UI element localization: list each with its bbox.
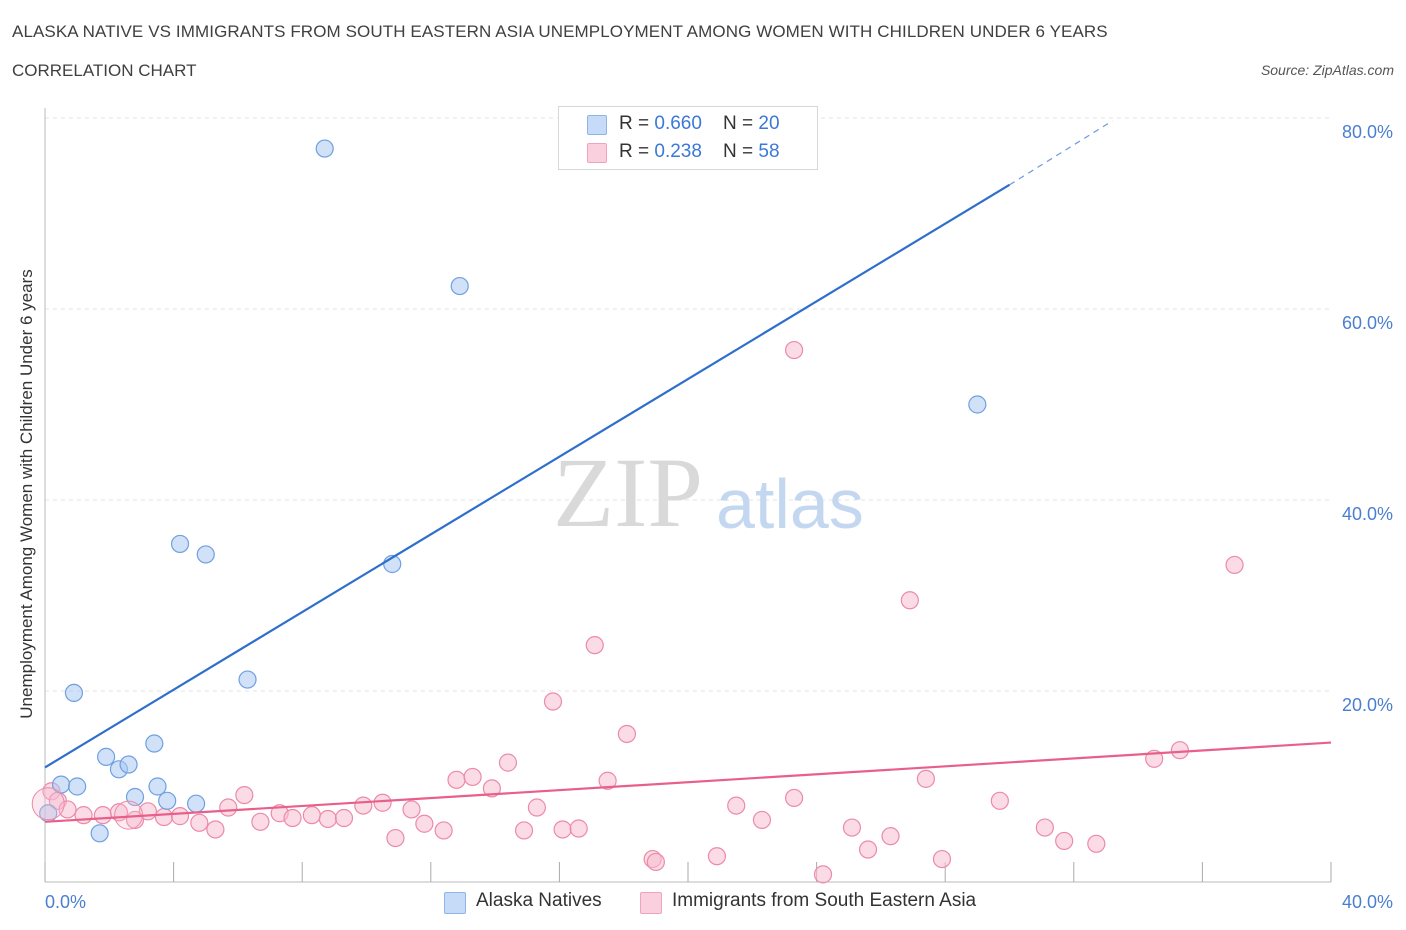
y-tick-labels: 20.0% 40.0% 60.0% 80.0%	[1342, 122, 1393, 715]
alaska-point-12	[170, 534, 190, 554]
bottom-legend-swatch-immigrants	[640, 892, 662, 914]
y-tick-label-20: 20.0%	[1342, 695, 1393, 715]
alaska-point-5	[96, 747, 116, 766]
alaska-point-11	[158, 791, 177, 810]
bottom-legend-label-alaska: Alaska Natives	[476, 890, 602, 911]
immigrant-point-44	[813, 865, 833, 884]
immigrant-point-33	[553, 820, 572, 839]
immigrant-point-54	[1055, 831, 1074, 851]
immigrant-point-30	[514, 821, 534, 840]
immigrant-point-51	[932, 849, 952, 869]
watermark: ZIP atlas	[553, 437, 864, 548]
immigrant-cluster-0	[31, 787, 65, 821]
alaska-trend-line	[44, 183, 1011, 769]
watermark-atlas: atlas	[716, 465, 864, 543]
immigrant-point-46	[842, 818, 862, 837]
immigrant-point-35	[585, 636, 604, 655]
immigrant-point-13	[235, 785, 254, 805]
x-tick-label-min: 0.0%	[45, 892, 86, 912]
immigrant-point-25	[434, 821, 453, 840]
immigrant-point-32	[543, 692, 563, 711]
legend-swatch-immigrants	[587, 143, 607, 163]
immigrant-point-14	[251, 812, 270, 831]
alaska-point-4	[90, 824, 109, 843]
alaska-point-3	[68, 777, 87, 796]
immigrant-point-9	[170, 807, 190, 826]
alaska-point-9	[145, 734, 164, 753]
immigrant-point-53	[1035, 818, 1054, 837]
immigrant-point-8	[154, 807, 174, 827]
alaska-point-14	[196, 545, 215, 564]
immigrant-point-48	[881, 827, 900, 846]
alaska-point-2	[64, 683, 84, 703]
immigrant-point-18	[318, 809, 338, 829]
immigrant-point-52	[990, 791, 1009, 810]
immigrant-point-31	[527, 798, 546, 817]
y-tick-label-60: 60.0%	[1342, 313, 1393, 333]
immigrant-point-20	[354, 796, 373, 815]
grid-lines	[45, 117, 1331, 692]
immigrant-point-2	[58, 800, 77, 819]
immigrant-point-50	[916, 769, 936, 788]
immigrant-point-4	[93, 806, 112, 825]
immigrant-point-39	[646, 852, 665, 872]
watermark-zip: ZIP	[553, 437, 703, 548]
immigrant-point-29	[498, 753, 518, 772]
source-note: Source: ZipAtlas.com	[1260, 62, 1394, 78]
bottom-legend-swatch-alaska	[444, 892, 466, 914]
immigrant-point-58	[1225, 555, 1244, 575]
y-axis-label: Unemployment Among Women with Children U…	[17, 269, 36, 718]
immigrant-point-28	[482, 779, 501, 798]
alaska-point-13	[187, 794, 206, 813]
alaska-point-15	[238, 670, 257, 689]
immigrant-point-57	[1170, 741, 1189, 760]
immigrant-point-41	[727, 796, 746, 815]
correlation-legend: R = 0.660 N = 20 R = 0.238 N = 58	[558, 106, 818, 170]
immigrant-point-49	[900, 591, 919, 610]
immigrant-point-37	[617, 724, 637, 744]
immigrant-point-55	[1087, 834, 1106, 853]
legend-stats-immigrants: R = 0.238 N = 58	[619, 141, 780, 162]
immigrant-point-12	[219, 798, 238, 817]
immigrant-trend-line	[44, 741, 1332, 823]
chart-title: ALASKA NATIVE VS IMMIGRANTS FROM SOUTH E…	[12, 22, 1108, 41]
chart-subtitle: CORRELATION CHART	[12, 61, 197, 80]
trend-lines	[44, 120, 1332, 823]
y-tick-label-80: 80.0%	[1342, 122, 1393, 142]
x-tick-label-max: 40.0%	[1342, 892, 1393, 912]
immigrant-point-22	[386, 828, 405, 848]
immigrant-point-17	[302, 806, 321, 825]
immigrant-point-16	[283, 808, 302, 828]
alaska-point-16	[315, 139, 334, 158]
y-tick-label-40: 40.0%	[1342, 504, 1393, 524]
bottom-legend-label-immigrants: Immigrants from South Eastern Asia	[672, 890, 977, 911]
x-tick-labels: 0.0% 40.0%	[45, 892, 1393, 912]
immigrant-point-42	[752, 810, 772, 830]
x-ticks	[44, 862, 1332, 882]
alaska-point-7	[119, 755, 138, 774]
alaska-point-18	[450, 276, 469, 296]
immigrant-point-43	[784, 788, 804, 808]
alaska-point-19	[968, 395, 987, 414]
alaska-point-10	[148, 777, 167, 796]
alaska-trend-extension	[1009, 120, 1113, 186]
immigrant-point-45	[784, 340, 804, 360]
immigrant-point-34	[569, 819, 588, 838]
immigrant-point-40	[707, 847, 727, 866]
immigrant-point-3	[74, 806, 93, 825]
immigrant-point-21	[373, 793, 392, 812]
legend-swatch-alaska	[587, 115, 607, 135]
immigrant-point-26	[447, 770, 466, 789]
immigrant-point-19	[334, 808, 354, 828]
immigrant-point-36	[598, 771, 617, 790]
immigrant-point-11	[206, 820, 225, 839]
data-points	[31, 139, 1244, 884]
legend-stats-alaska: R = 0.660 N = 20	[619, 113, 780, 134]
immigrant-point-47	[858, 840, 878, 859]
immigrant-point-27	[463, 767, 482, 787]
immigrant-point-24	[415, 814, 434, 833]
immigrant-point-10	[190, 813, 209, 832]
immigrant-point-23	[402, 800, 421, 819]
